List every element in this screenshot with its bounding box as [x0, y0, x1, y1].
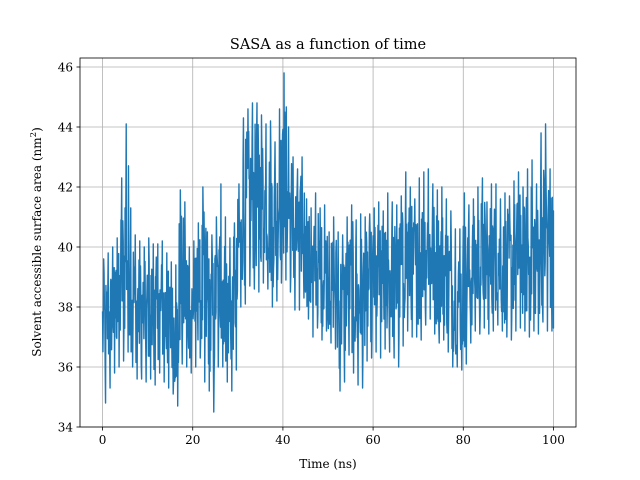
y-axis-label-close: ) [30, 127, 44, 132]
y-tick-label: 44 [58, 121, 74, 135]
y-axis-label-sup: 2 [29, 132, 39, 137]
x-tick-label: 100 [542, 433, 565, 447]
y-axis-label: Solvent accessible surface area (nm2) [29, 127, 44, 357]
sasa-series-line [101, 72, 555, 413]
plot-frame [79, 57, 577, 428]
x-tick-label: 0 [99, 433, 107, 447]
y-tick-label: 38 [58, 301, 73, 315]
x-tick-label: 80 [456, 433, 471, 447]
y-tick-label: 40 [58, 241, 73, 255]
y-tick-label: 36 [58, 361, 73, 375]
y-axis-label-main: Solvent accessible surface area (nm [30, 137, 44, 357]
series-layer [101, 72, 555, 413]
y-tick-label: 42 [58, 181, 73, 195]
axis-ticks: 0 20 40 60 80 100 34 36 38 40 42 44 46 [58, 61, 565, 448]
x-axis-label: Time (ns) [299, 457, 356, 471]
y-tick-label: 46 [58, 61, 73, 75]
x-tick-label: 60 [365, 433, 380, 447]
chart-title: SASA as a function of time [230, 37, 426, 53]
y-tick-label: 34 [58, 421, 74, 435]
x-tick-label: 40 [275, 433, 290, 447]
x-tick-label: 20 [185, 433, 200, 447]
